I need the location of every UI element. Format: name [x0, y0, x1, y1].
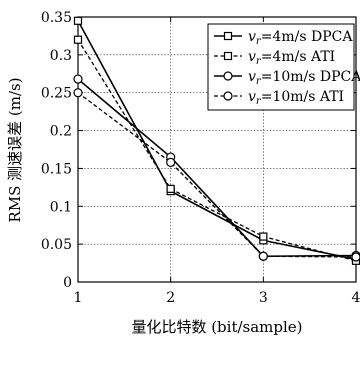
data-point [259, 232, 268, 241]
legend-item: vr=4m/s ATI [214, 49, 335, 67]
x-axis-title: 量化比特数 (bit/sample) [131, 318, 302, 336]
y-tick-label: 0.35 [41, 10, 72, 26]
x-tick-label: 3 [259, 290, 268, 306]
legend-label: vr=4m/s DPCA [248, 29, 353, 47]
data-point [166, 157, 176, 167]
legend-marker [223, 31, 233, 41]
series-4 [73, 88, 360, 262]
data-point [73, 74, 83, 84]
x-tick-label: 4 [352, 290, 360, 306]
series-line [77, 92, 357, 258]
y-tick-label: 0.15 [41, 161, 72, 177]
y-tick-label: 0 [63, 275, 72, 291]
legend-item: vr=10m/s DPCA [214, 69, 360, 87]
y-tick-label: 0.25 [41, 86, 72, 102]
legend-item: vr=10m/s ATI [214, 89, 344, 107]
ticks: 0 0.05 0.1 0.15 0.2 0.25 0.3 0.35 1 2 3 4 [41, 10, 360, 306]
y-tick-label: 0.05 [41, 237, 72, 253]
data-point [166, 184, 175, 193]
y-tick-label: 0.1 [50, 199, 72, 215]
legend-label: vr=10m/s ATI [248, 89, 344, 107]
series-group [73, 16, 360, 265]
legend: vr=4m/s DPCA vr=4m/s ATI vr=10m/s DPCA vr=1… [207, 23, 360, 111]
series-line [77, 20, 357, 261]
data-point [73, 35, 83, 44]
series-line [77, 78, 357, 258]
x-tick-label: 2 [166, 290, 175, 306]
data-point [351, 252, 360, 262]
plot-frame [77, 16, 357, 283]
data-point [73, 88, 83, 98]
x-tick-label: 1 [74, 290, 83, 306]
data-point [258, 251, 268, 261]
legend-item: vr=4m/s DPCA [214, 29, 353, 47]
legend-label: vr=10m/s DPCA [248, 69, 360, 87]
y-axis-title: RMS 测速误差 (m/s) [6, 77, 24, 222]
legend-marker [223, 71, 233, 81]
legend-label: vr=4m/s ATI [248, 49, 335, 67]
series-line [77, 39, 357, 262]
legend-box [207, 23, 355, 111]
y-tick-label: 0.3 [50, 48, 72, 64]
legend-marker [223, 51, 233, 61]
legend-marker [223, 91, 233, 101]
y-tick-label: 0.2 [50, 124, 72, 140]
data-point [73, 16, 83, 25]
